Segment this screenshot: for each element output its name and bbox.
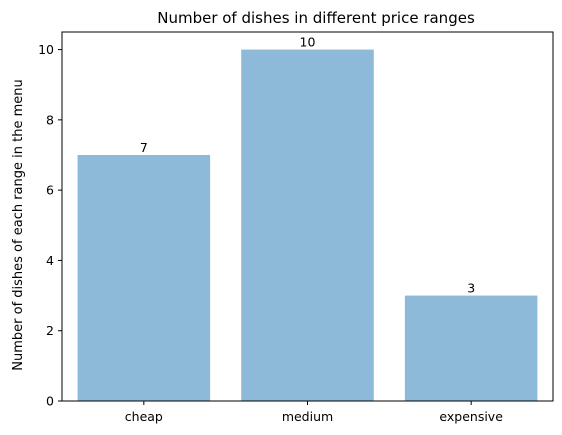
- bar-cheap: [78, 155, 211, 401]
- x-tick-label: medium: [282, 409, 333, 424]
- y-axis-ticks: 0 2 4 6 8 10: [38, 42, 62, 408]
- y-tick-label: 8: [46, 112, 54, 127]
- x-tick-label: cheap: [125, 409, 163, 424]
- bar-medium: [241, 50, 374, 401]
- bar-group: [78, 50, 538, 401]
- bar-value-label: 10: [300, 35, 316, 50]
- y-tick-label: 6: [46, 183, 54, 198]
- bar-value-label: 3: [467, 281, 475, 296]
- y-tick-label: 10: [38, 42, 54, 57]
- x-tick-label: expensive: [439, 409, 503, 424]
- y-tick-label: 4: [46, 253, 54, 268]
- y-tick-label: 0: [46, 394, 54, 409]
- bar-expensive: [405, 296, 538, 401]
- x-axis-ticks: cheap medium expensive: [125, 401, 503, 424]
- chart-title: Number of dishes in different price rang…: [157, 9, 475, 27]
- y-tick-label: 2: [46, 323, 54, 338]
- bar-value-label: 7: [140, 140, 148, 155]
- y-axis-label: Number of dishes of each range in the me…: [11, 79, 26, 370]
